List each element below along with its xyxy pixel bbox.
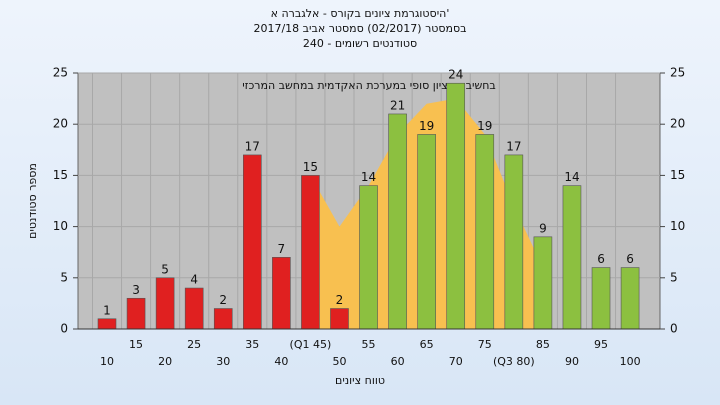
y-tick-label: 10 [53,219,68,233]
y-tick-label: 15 [53,168,68,182]
y2-tick-label: 15 [670,168,685,182]
bar [562,185,582,330]
data-label: 24 [448,68,463,82]
y2-tick-label: 10 [670,219,685,233]
bar [446,82,466,330]
annotation: בחשיבה : ציון סופי במערכת האקדמית במחשב … [242,79,496,92]
x-axis-label: טווח ציונים [335,374,385,387]
chart-subtitle: סטודנטים רשומים - 240 [303,37,417,50]
x-tick-label: 40 [274,355,288,368]
y-tick-label: 20 [53,117,68,131]
bar [213,308,233,330]
y2-tick-label: 25 [670,66,685,80]
x-tick-label: 35 [245,338,259,351]
x-tick-label: 65 [420,338,434,351]
bar [475,134,495,330]
x-tick-label: 30 [216,355,230,368]
x-tick-label: 55 [362,338,376,351]
data-label: 15 [303,160,318,174]
data-label: 2 [219,293,227,307]
bar [591,267,611,330]
y-tick-label: 5 [60,270,68,284]
y-tick-label: 0 [60,322,68,336]
data-label: 9 [539,221,547,235]
bar [97,318,117,330]
data-label: 19 [477,119,492,133]
bar [504,154,524,330]
x-tick-label: 70 [449,355,463,368]
x-tick-label: 85 [536,338,550,351]
data-label: 21 [390,98,405,112]
chart-title: היסטוגרמת ציונים בקורס - אלגברה א' [271,7,450,20]
y2-tick-label: 0 [670,322,678,336]
data-label: 6 [626,252,634,266]
x-tick-label: 20 [158,355,172,368]
data-label: 4 [190,273,198,287]
bar [243,154,262,330]
data-label: 3 [132,283,140,297]
x-tick-label: 90 [565,355,579,368]
bar [417,134,436,330]
x-tick-label: 95 [594,338,608,351]
data-label: 2 [336,293,344,307]
x-tick-label: 100 [620,355,641,368]
y2-tick-label: 5 [670,270,678,284]
bar [620,267,640,330]
x-tick-label: 50 [332,355,346,368]
bar [272,257,291,330]
data-label: 1 [103,303,111,317]
x-tick-label: (Q3 80) [493,355,535,368]
data-label: 19 [419,119,434,133]
bar [359,185,378,330]
bar [533,236,553,330]
bar [184,287,204,330]
x-tick-label: (Q1 45) [290,338,332,351]
data-label: 6 [597,252,605,266]
x-tick-label: 15 [129,338,143,351]
data-label: 14 [361,170,376,184]
bar [126,297,146,330]
data-label: 17 [506,139,521,153]
x-tick-label: 10 [100,355,114,368]
bar [301,175,320,330]
y-axis-label: מספר סטודנטים [26,163,39,239]
data-label: 5 [161,262,169,276]
x-tick-label: 75 [478,338,492,351]
data-label: 7 [278,242,286,256]
bar [155,277,175,330]
y-tick-label: 25 [53,66,68,80]
x-tick-label: 25 [187,338,201,351]
bar [330,308,349,330]
data-label: 17 [245,139,260,153]
chart-subtitle: בסמסטר (02/2017) סמסטר אביב 2017/18 [253,22,466,35]
data-label: 14 [564,170,579,184]
x-tick-label: 60 [391,355,405,368]
bar [388,113,407,330]
y2-tick-label: 20 [670,117,685,131]
